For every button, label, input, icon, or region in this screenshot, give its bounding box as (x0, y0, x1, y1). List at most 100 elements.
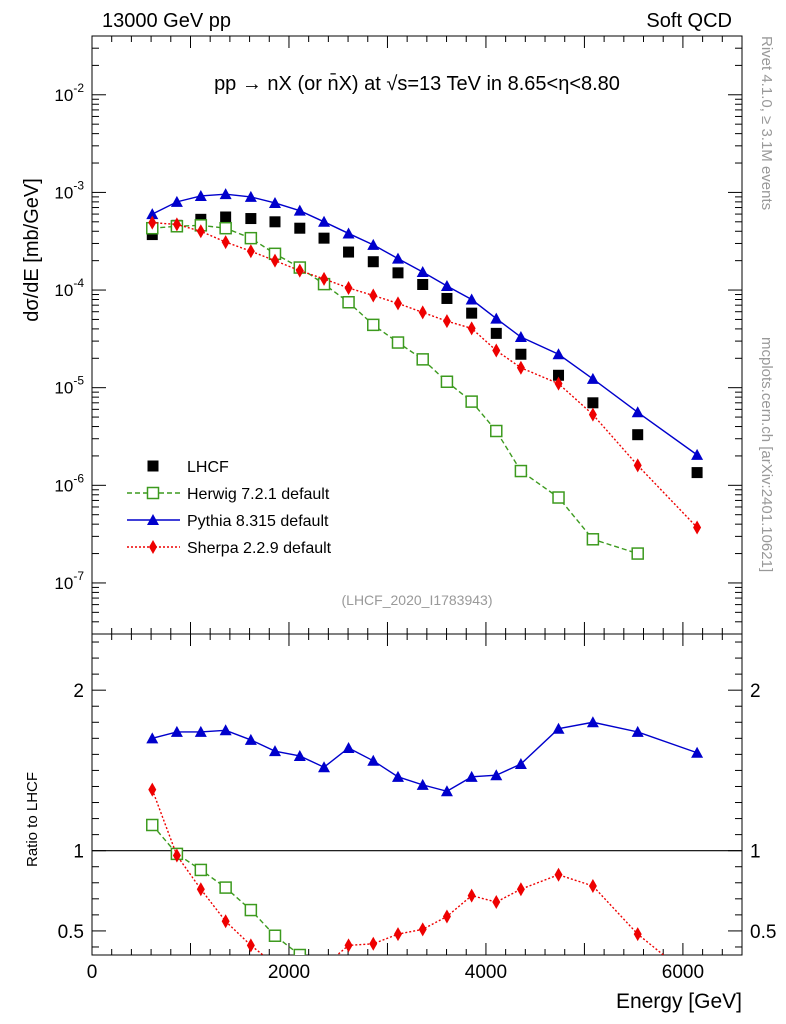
data-point (516, 360, 525, 375)
header-right: Soft QCD (646, 10, 732, 32)
ratio-point (369, 936, 378, 951)
rivet-label: Rivet 4.1.0, ≥ 3.1M events (758, 36, 775, 210)
data-point (490, 312, 503, 324)
x-tick-label: 6000 (662, 962, 704, 983)
data-point (391, 336, 405, 349)
ratio-point (554, 867, 563, 882)
ratio-point (344, 938, 353, 953)
analysis-annotation: (LHCF_2020_I1783943) (342, 592, 493, 608)
data-point (269, 216, 281, 228)
ratio-point (367, 754, 380, 766)
data-point (492, 343, 501, 358)
ratio-point (440, 785, 453, 797)
data-point (318, 232, 330, 244)
data-point (294, 222, 306, 234)
x-tick-label: 0 (87, 962, 98, 983)
data-point (148, 215, 157, 230)
ratio-point (293, 749, 306, 761)
legend-entry-lhcf: LHCF (147, 459, 229, 476)
ratio-point (148, 782, 157, 797)
ratio-point (246, 938, 255, 953)
ratio-point (490, 769, 503, 781)
legend-label: LHCF (187, 459, 229, 476)
data-point (552, 491, 565, 504)
ratio-point (442, 909, 451, 924)
ratio-point (418, 922, 427, 937)
ratio-series-herwig-7-2-1-default (146, 818, 307, 955)
ratio-y-axis-label: Ratio to LHCF (24, 772, 41, 867)
legend-label: Herwig 7.2.1 default (187, 486, 330, 503)
legend-marker (147, 514, 159, 525)
data-point (490, 327, 502, 339)
data-point (465, 395, 478, 408)
ratio-series-pythia-8-315-default (146, 716, 704, 797)
data-point (631, 547, 644, 560)
ratio-point (691, 746, 704, 758)
ratio-point (221, 914, 230, 929)
data-point (219, 221, 232, 235)
ratio-point (172, 848, 181, 863)
series-sherpa-2-2-9-default (148, 215, 702, 535)
data-point (196, 224, 205, 239)
data-point (367, 318, 380, 332)
ratio-point (268, 929, 282, 942)
data-point (440, 280, 453, 292)
data-point (293, 204, 306, 216)
data-point (219, 188, 232, 200)
data-point (393, 296, 402, 311)
x-tick-label: 2000 (268, 962, 310, 983)
series-pythia-8-315-default (146, 188, 704, 460)
data-point (244, 231, 258, 245)
y-axis-label: dσ/dE [mb/GeV] (21, 178, 43, 322)
data-point (587, 397, 599, 409)
data-point (295, 263, 304, 278)
ratio-point (196, 882, 205, 897)
data-point (466, 307, 478, 319)
ratio-point (146, 818, 159, 832)
ratio-point (318, 761, 331, 773)
data-point (320, 271, 329, 286)
ratio-point (552, 722, 565, 734)
data-point (146, 208, 159, 220)
ratio-point (514, 758, 527, 770)
y-tick-label: 10-5 (54, 374, 84, 398)
data-point (490, 424, 503, 438)
header-left: 13000 GeV pp (102, 10, 231, 32)
data-point (270, 253, 279, 268)
data-point (554, 376, 563, 391)
mcplots-label: mcplots.cern.ch [arXiv:2401.10621] (758, 337, 775, 572)
ratio-point (393, 927, 402, 942)
data-point (691, 467, 703, 479)
data-point (369, 288, 378, 303)
ratio-point (586, 716, 599, 728)
ratio-point (391, 770, 404, 782)
y-tick-label: 10-6 (54, 471, 84, 495)
data-point (392, 267, 404, 279)
data-point (367, 238, 380, 250)
ratio-point (293, 948, 307, 955)
data-point (367, 256, 379, 268)
ratio-point (467, 888, 476, 903)
data-point (586, 372, 599, 384)
ratio-point (268, 745, 281, 757)
ratio-line (152, 721, 698, 793)
x-axis-label: Energy [GeV] (616, 990, 742, 1013)
data-point (246, 244, 255, 259)
ratio-series-sherpa-2-2-9-default (148, 782, 665, 955)
legend-label: Pythia 8.315 default (187, 513, 329, 530)
data-point (245, 213, 257, 225)
ratio-y-tick-label-right: 1 (750, 842, 761, 863)
legend-label: Sherpa 2.2.9 default (187, 540, 332, 557)
data-point (467, 321, 476, 336)
ratio-y-tick-label-right: 0.5 (750, 922, 776, 943)
data-point (515, 348, 527, 360)
data-point (170, 195, 183, 207)
data-point (633, 458, 642, 473)
data-point (440, 375, 454, 389)
data-point (172, 217, 181, 232)
ratio-point (244, 733, 257, 745)
data-point (342, 295, 355, 309)
x-tick-label: 4000 (465, 962, 507, 983)
data-point (586, 533, 600, 546)
